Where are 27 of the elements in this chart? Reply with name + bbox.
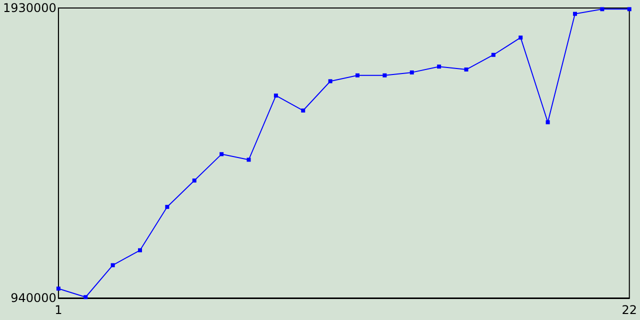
point (491, 52, 496, 57)
point (246, 158, 251, 162)
x-tick-label: 1 (54, 303, 62, 317)
point (382, 73, 387, 78)
y-tick-label: 1930000 (2, 1, 56, 15)
point (572, 12, 577, 16)
point (192, 178, 196, 183)
y-tick-label: 940000 (10, 291, 56, 305)
point (274, 94, 278, 98)
point (410, 70, 414, 74)
point (627, 7, 632, 12)
point (56, 286, 60, 291)
x-tick-label: 22 (622, 303, 638, 317)
point (437, 64, 442, 69)
point (301, 108, 306, 113)
point (600, 7, 604, 12)
point (138, 248, 142, 252)
point (165, 204, 170, 209)
point (110, 263, 115, 268)
point (518, 36, 523, 40)
line-series (56, 7, 632, 300)
point (464, 68, 468, 72)
point (546, 120, 550, 124)
point (328, 79, 332, 84)
point (220, 152, 224, 156)
point (356, 73, 360, 78)
point (84, 295, 88, 300)
